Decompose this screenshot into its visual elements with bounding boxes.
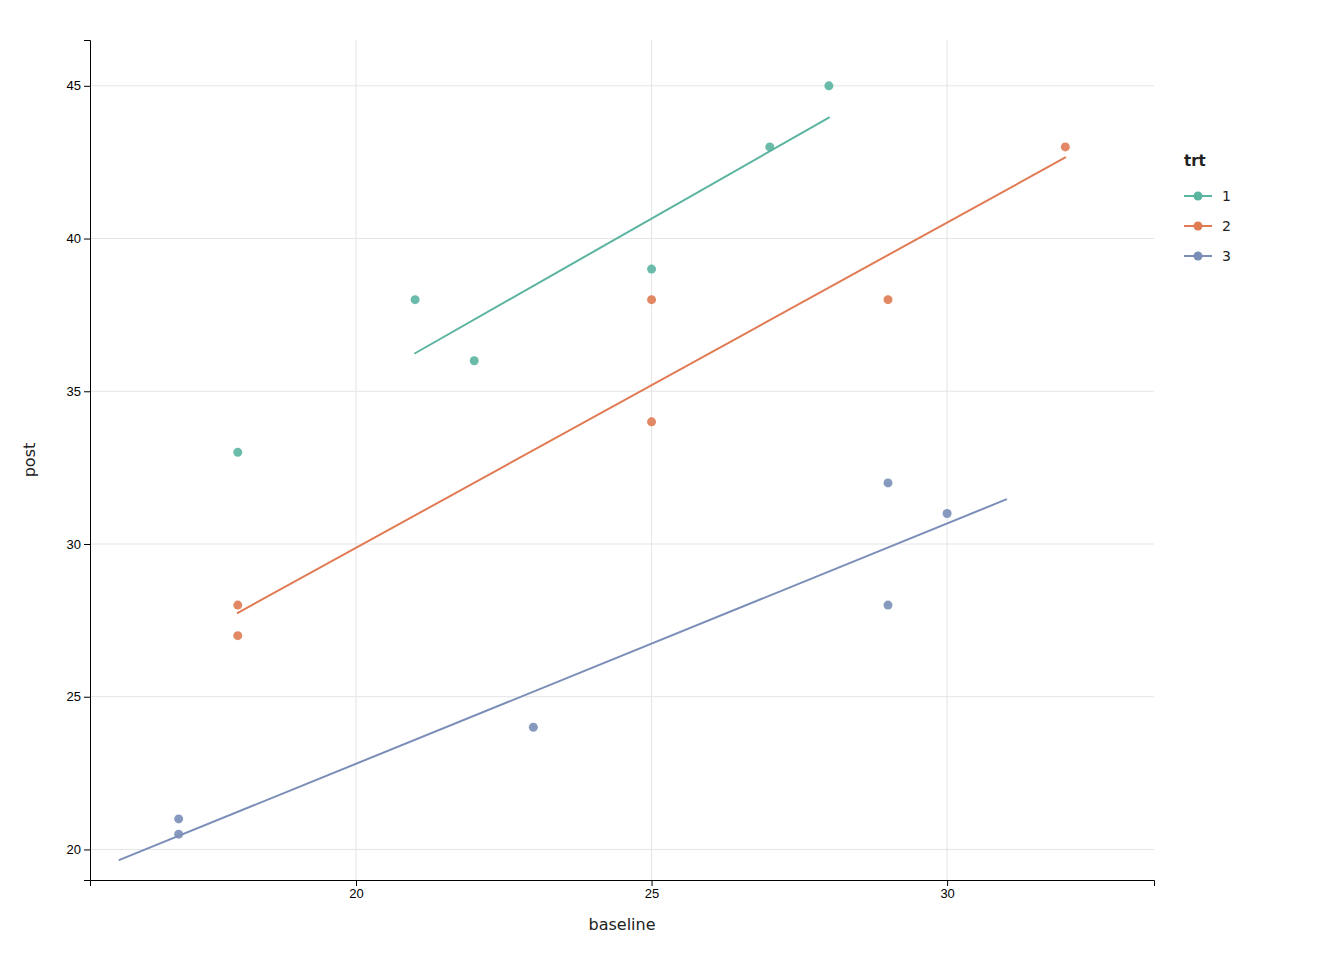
legend-label: 1 — [1222, 188, 1231, 204]
tick-label: 20 — [349, 886, 363, 901]
tick: 45 — [67, 78, 90, 93]
tick: 40 — [67, 231, 90, 246]
point — [470, 356, 479, 365]
tick-label: 40 — [67, 231, 81, 246]
point — [174, 814, 183, 823]
tick-mark — [356, 880, 357, 886]
tick-mark — [84, 849, 90, 850]
point — [884, 601, 893, 610]
point — [765, 142, 774, 151]
point — [529, 723, 538, 732]
x-axis-title: baseline — [588, 915, 655, 934]
point — [411, 295, 420, 304]
series — [233, 81, 833, 457]
point — [174, 830, 183, 839]
tick: 25 — [67, 689, 90, 704]
legend-title: trt — [1184, 152, 1206, 170]
tick: 25 — [645, 880, 659, 901]
tick-mark — [84, 697, 90, 698]
x-axis: 20 25 30 — [91, 880, 1155, 901]
series — [120, 478, 1007, 859]
legend-label: 2 — [1222, 218, 1231, 234]
grid-line — [651, 40, 652, 880]
legend-label: 3 — [1222, 248, 1231, 264]
grid-line — [356, 40, 357, 880]
trendline — [120, 499, 1007, 859]
y-axis: 20 25 30 35 40 45 — [67, 41, 91, 881]
tick-mark — [84, 239, 90, 240]
tick: 20 — [349, 880, 363, 901]
point — [1061, 142, 1070, 151]
tick-mark — [947, 880, 948, 886]
tick-mark — [84, 391, 90, 392]
tick-label: 20 — [67, 842, 81, 857]
tick: 20 — [67, 842, 90, 857]
legend-item: 2 — [1184, 218, 1231, 234]
tick-label: 45 — [67, 78, 81, 93]
axis-line — [84, 41, 91, 881]
grid-line — [90, 696, 1154, 697]
legend-item: 3 — [1184, 248, 1231, 264]
point — [824, 81, 833, 90]
point — [233, 448, 242, 457]
grid-line — [90, 238, 1154, 239]
point — [233, 631, 242, 640]
trendline — [238, 157, 1066, 612]
grid-line — [947, 40, 948, 880]
point — [233, 601, 242, 610]
axis-line — [91, 881, 1155, 887]
tick-mark — [84, 544, 90, 545]
tick-label: 35 — [67, 384, 81, 399]
tick-label: 30 — [67, 537, 81, 552]
legend-swatch-marker — [1194, 222, 1203, 231]
chart: 20 25 30 20 25 30 35 40 45 baseline post trt 1 2 3 — [0, 0, 1344, 960]
point — [943, 509, 952, 518]
point — [647, 265, 656, 274]
point — [884, 295, 893, 304]
tick-mark — [84, 86, 90, 87]
tick-label: 25 — [645, 886, 659, 901]
tick-label: 30 — [940, 886, 954, 901]
grid-line — [90, 85, 1154, 86]
legend-item: 1 — [1184, 188, 1231, 204]
tick: 30 — [67, 537, 90, 552]
legend-swatch-marker — [1194, 192, 1203, 201]
tick: 35 — [67, 384, 90, 399]
tick: 30 — [940, 880, 954, 901]
series — [233, 142, 1070, 640]
point — [884, 478, 893, 487]
point — [647, 417, 656, 426]
grid-line — [90, 391, 1154, 392]
y-axis-title: post — [20, 443, 39, 478]
grid-line — [90, 849, 1154, 850]
point — [647, 295, 656, 304]
legend-swatch-marker — [1194, 252, 1203, 261]
legend: trt 1 2 3 — [1184, 152, 1231, 264]
plot: 20 25 30 20 25 30 35 40 45 baseline post trt 1 2 3 — [20, 40, 1231, 934]
marks — [120, 81, 1070, 860]
grid-line — [90, 544, 1154, 545]
tick-label: 25 — [67, 689, 81, 704]
tick-mark — [652, 880, 653, 886]
trendline — [415, 118, 829, 354]
grid — [90, 40, 1154, 880]
